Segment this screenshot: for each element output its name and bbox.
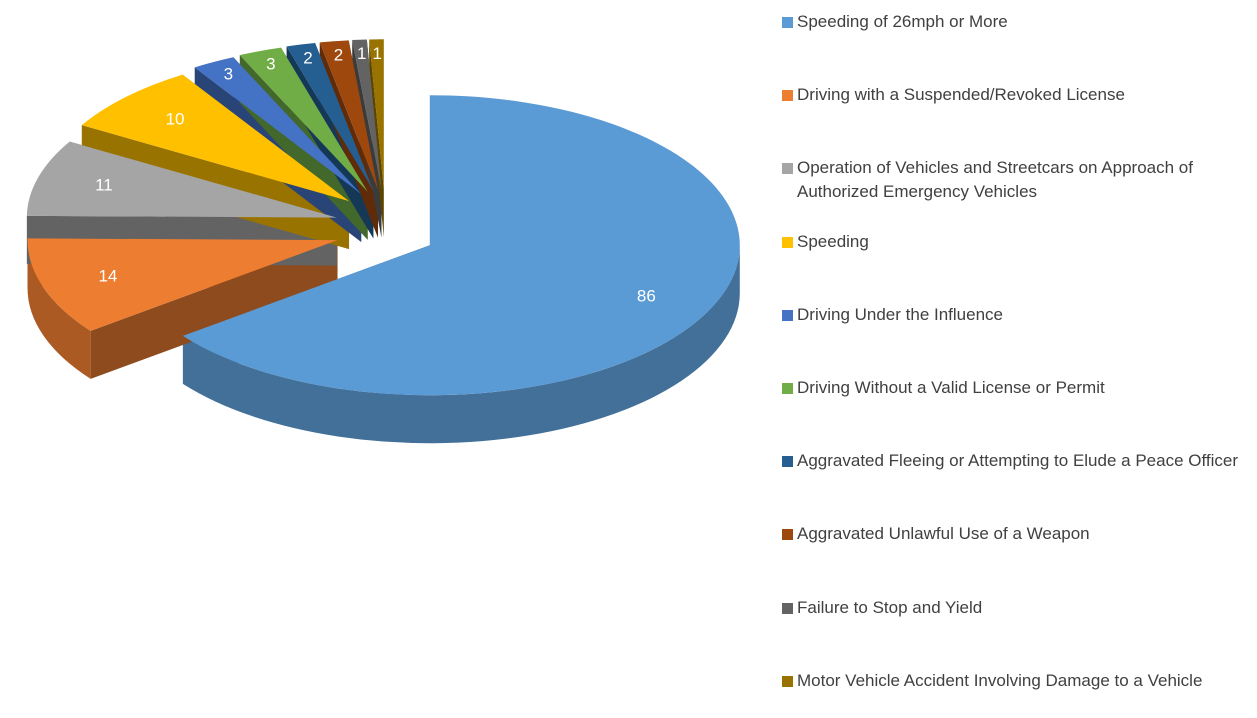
- slice: [352, 39, 382, 190]
- legend-label: Speeding: [797, 231, 869, 251]
- legend-item: Operation of Vehicles and Streetcars on …: [782, 156, 1252, 204]
- slice-rim: [182, 245, 740, 444]
- legend-item: Driving Without a Valid License or Permi…: [782, 376, 1252, 400]
- legend-item: Speeding: [782, 230, 1252, 254]
- legend-swatch: [782, 383, 793, 394]
- legend-swatch: [782, 529, 793, 541]
- data-label: 2: [303, 49, 312, 68]
- slice: [369, 39, 384, 190]
- legend-item: Aggravated Unlawful Use of a Weapon: [782, 522, 1252, 546]
- legend-swatch: [782, 456, 793, 468]
- data-label: 14: [98, 266, 117, 285]
- slice: [286, 43, 374, 191]
- slice-side: [369, 39, 384, 238]
- data-label: 1: [357, 44, 366, 63]
- slice: [81, 74, 350, 202]
- legend-label: Driving with a Suspended/Revoked License: [797, 85, 1125, 105]
- legend-item: Driving with a Suspended/Revoked License: [782, 83, 1252, 107]
- legend-item: Motor Vehicle Accident Involving Damage …: [782, 669, 1252, 693]
- legend-label: Motor Vehicle Accident Involving Damage …: [797, 670, 1203, 690]
- slice: [239, 47, 368, 192]
- data-label: 3: [224, 65, 233, 84]
- legend-label: Speeding of 26mph or More: [797, 12, 1008, 31]
- slice: [27, 238, 338, 331]
- legend-label: Driving Without a Valid License or Permi…: [797, 378, 1105, 397]
- legend-label: Driving Under the Influence: [797, 304, 1004, 324]
- legend-item: Speeding of 26mph or More: [782, 10, 1252, 34]
- legend-swatch: [782, 236, 793, 248]
- legend-item: Aggravated Fleeing or Attempting to Elud…: [782, 449, 1252, 473]
- slice: [194, 57, 362, 194]
- data-label: 3: [266, 55, 275, 74]
- legend-label: Failure to Stop and Yield: [797, 597, 983, 617]
- legend-label: Operation of Vehicles and Streetcars on …: [797, 158, 1193, 202]
- slice: [182, 95, 740, 396]
- legend-swatch: [782, 163, 793, 175]
- data-label: 86: [637, 287, 656, 306]
- slice-rim: [27, 240, 91, 379]
- legend-label: Aggravated Unlawful Use of a Weapon: [797, 524, 1090, 544]
- slice: [26, 141, 337, 218]
- legend-swatch: [782, 675, 793, 687]
- data-label: 2: [334, 46, 343, 65]
- slice: [319, 40, 378, 190]
- legend-item: Driving Under the Influence: [782, 303, 1252, 327]
- legend-swatch: [782, 17, 793, 28]
- data-label: 1: [372, 44, 381, 63]
- legend-label: Aggravated Fleeing or Attempting to Elud…: [797, 451, 1239, 471]
- legend-item: Failure to Stop and Yield: [782, 596, 1252, 620]
- legend-swatch: [782, 90, 793, 102]
- legend-swatch: [782, 309, 793, 321]
- data-label: 11: [95, 176, 113, 195]
- data-label: 10: [166, 109, 185, 128]
- legend-swatch: [782, 602, 793, 614]
